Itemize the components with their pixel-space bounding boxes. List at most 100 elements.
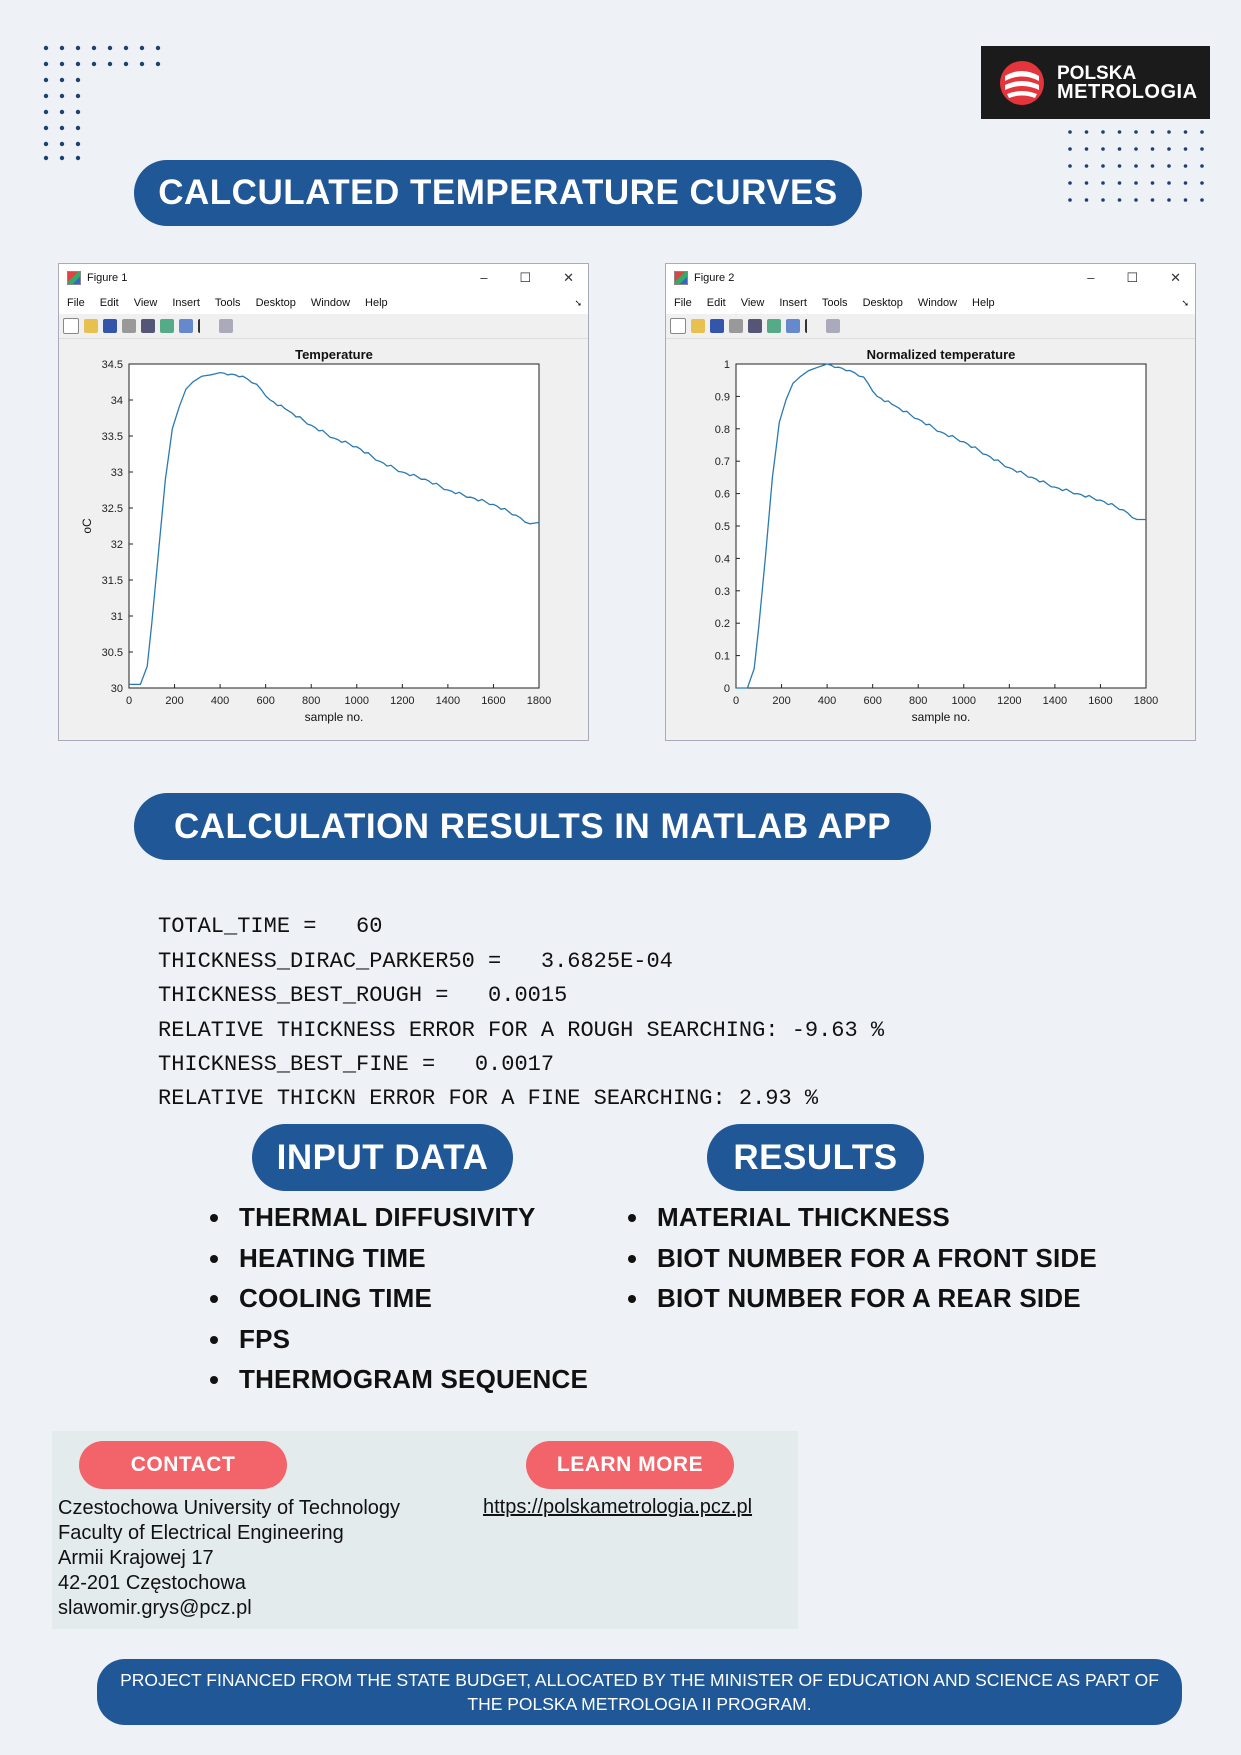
- x-tick-label: 1400: [436, 695, 460, 707]
- x-tick-label: 600: [863, 695, 881, 707]
- output-line: THICKNESS_DIRAC_PARKER50 = 3.6825E-04: [158, 948, 673, 974]
- x-tick-label: 200: [165, 695, 183, 707]
- x-tick-label: 1200: [390, 695, 414, 707]
- dot-pattern-top-left: [43, 45, 161, 161]
- y-tick-label: 0.4: [715, 553, 730, 565]
- open-file-icon[interactable]: [691, 319, 705, 333]
- print-icon[interactable]: [122, 319, 136, 333]
- menu-insert[interactable]: Insert: [779, 297, 807, 309]
- menu-view[interactable]: View: [740, 297, 765, 309]
- x-tick-label: 0: [733, 695, 739, 707]
- y-tick-label: 34.5: [102, 359, 123, 371]
- list-item: FPS: [210, 1319, 588, 1360]
- figure-window-1[interactable]: Figure 1 – ☐ ✕ File Edit View Insert Too…: [58, 263, 589, 741]
- property-inspector-icon[interactable]: [219, 319, 233, 333]
- website-link[interactable]: https://polskametrologia.pcz.pl: [483, 1496, 753, 1518]
- menu-view[interactable]: View: [133, 297, 158, 309]
- menu-help[interactable]: Help: [365, 297, 388, 309]
- list-item: THERMOGRAM SEQUENCE: [210, 1359, 588, 1400]
- funding-footer: PROJECT FINANCED FROM THE STATE BUDGET, …: [97, 1659, 1182, 1725]
- y-tick-label: 34: [111, 395, 123, 407]
- address-line: 42-201 Częstochowa: [58, 1572, 246, 1594]
- email-link[interactable]: slawomir.grys@pcz.pl: [58, 1597, 252, 1619]
- dock-arrow-icon[interactable]: ➘: [574, 297, 582, 308]
- list-item: COOLING TIME: [210, 1278, 588, 1319]
- menu-window[interactable]: Window: [310, 297, 351, 309]
- save-icon[interactable]: [103, 319, 117, 333]
- menu-tools[interactable]: Tools: [214, 297, 241, 309]
- maximize-icon[interactable]: ☐: [519, 270, 532, 285]
- close-icon[interactable]: ✕: [1170, 270, 1181, 285]
- pointer-icon[interactable]: [805, 319, 821, 333]
- polska-metrologia-logo: POLSKA METROLOGIA: [981, 46, 1210, 119]
- menu-file[interactable]: File: [67, 297, 85, 309]
- y-tick-label: 0.5: [715, 521, 730, 533]
- y-tick-label: 0.7: [715, 456, 730, 468]
- x-tick-label: 1400: [1043, 695, 1067, 707]
- y-axis-label: oC: [80, 518, 94, 534]
- list-item: BIOT NUMBER FOR A REAR SIDE: [628, 1278, 1097, 1319]
- list-item: BIOT NUMBER FOR A FRONT SIDE: [628, 1238, 1097, 1279]
- x-tick-label: 1000: [345, 695, 369, 707]
- x-tick-label: 1600: [481, 695, 505, 707]
- menu-bar: File Edit View Insert Tools Desktop Wind…: [666, 292, 1195, 314]
- x-axis-label: sample no.: [912, 710, 971, 724]
- minimize-icon[interactable]: –: [1087, 270, 1095, 285]
- heading-input-data: INPUT DATA: [252, 1124, 513, 1191]
- list-item: HEATING TIME: [210, 1238, 588, 1279]
- menu-desktop[interactable]: Desktop: [862, 297, 903, 309]
- new-figure-icon[interactable]: [670, 318, 686, 334]
- y-tick-label: 33.5: [102, 431, 123, 443]
- x-tick-label: 800: [302, 695, 320, 707]
- colorbar-icon[interactable]: [160, 319, 174, 333]
- address-line: Czestochowa University of Technology: [58, 1497, 401, 1519]
- contact-button[interactable]: CONTACT: [79, 1441, 287, 1489]
- link-plot-icon[interactable]: [748, 319, 762, 333]
- chart-title: Normalized temperature: [867, 347, 1016, 362]
- menu-desktop[interactable]: Desktop: [255, 297, 296, 309]
- x-tick-label: 200: [772, 695, 790, 707]
- x-tick-label: 800: [909, 695, 927, 707]
- x-tick-label: 400: [818, 695, 836, 707]
- learn-more-button[interactable]: LEARN MORE: [526, 1441, 734, 1489]
- x-axis-label: sample no.: [305, 710, 364, 724]
- property-inspector-icon[interactable]: [826, 319, 840, 333]
- open-file-icon[interactable]: [84, 319, 98, 333]
- series-line: [129, 371, 540, 686]
- menu-help[interactable]: Help: [972, 297, 995, 309]
- menu-file[interactable]: File: [674, 297, 692, 309]
- heading-temperature-curves: CALCULATED TEMPERATURE CURVES: [134, 160, 862, 226]
- menu-edit[interactable]: Edit: [706, 297, 726, 309]
- output-line: RELATIVE THICKN ERROR FOR A FINE SEARCHI…: [158, 1086, 819, 1112]
- normalized-temperature-chart: 0 200 400 600 800 1000 1200 1400 1600 1800 0 0.1 0.2…: [715, 347, 1159, 724]
- menu-window[interactable]: Window: [917, 297, 958, 309]
- maximize-icon[interactable]: ☐: [1126, 270, 1139, 285]
- colorbar-icon[interactable]: [767, 319, 781, 333]
- matlab-output: TOTAL_TIME = 60 THICKNESS_DIRAC_PARKER50 …: [158, 876, 884, 1151]
- x-tick-label: 1800: [527, 695, 551, 707]
- new-figure-icon[interactable]: [63, 318, 79, 334]
- y-tick-label: 30: [111, 683, 123, 695]
- window-title: Figure 2: [694, 272, 735, 284]
- matlab-figure-icon: [674, 271, 688, 285]
- y-tick-label: 0.6: [715, 489, 730, 501]
- print-icon[interactable]: [729, 319, 743, 333]
- x-tick-label: 1800: [1134, 695, 1158, 707]
- minimize-icon[interactable]: –: [480, 270, 488, 285]
- logo-line-1: POLSKA: [1057, 62, 1137, 84]
- contact-address: Czestochowa University of Technology Fac…: [58, 1496, 400, 1621]
- close-icon[interactable]: ✕: [563, 270, 574, 285]
- pointer-icon[interactable]: [198, 319, 214, 333]
- legend-icon[interactable]: [786, 319, 800, 333]
- figure-window-2[interactable]: Figure 2 – ☐ ✕ File Edit View Insert Too…: [665, 263, 1196, 741]
- dock-arrow-icon[interactable]: ➘: [1181, 297, 1189, 308]
- y-tick-label: 30.5: [102, 647, 123, 659]
- menu-tools[interactable]: Tools: [821, 297, 848, 309]
- link-plot-icon[interactable]: [141, 319, 155, 333]
- save-icon[interactable]: [710, 319, 724, 333]
- output-line: THICKNESS_BEST_FINE = 0.0017: [158, 1052, 555, 1078]
- menu-edit[interactable]: Edit: [99, 297, 119, 309]
- address-line: Armii Krajowej 17: [58, 1547, 214, 1569]
- menu-insert[interactable]: Insert: [172, 297, 200, 309]
- legend-icon[interactable]: [179, 319, 193, 333]
